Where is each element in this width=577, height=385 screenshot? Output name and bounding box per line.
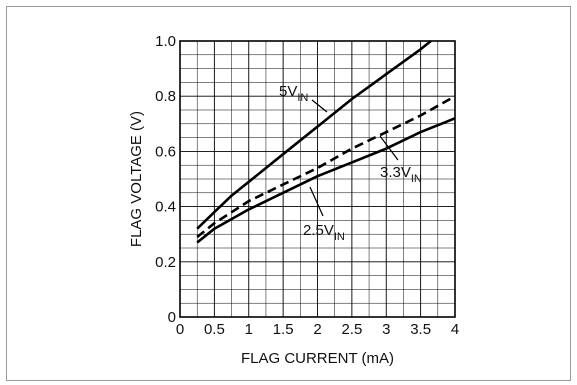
x-tick-label: 3 [382,321,390,338]
x-tick-label: 3.5 [410,321,431,338]
x-tick-label: 1.5 [273,321,294,338]
y-tick-labels: 0 0.2 0.4 0.6 0.8 1.0 [155,33,176,326]
series-label-3v3: 3.3VIN [380,164,422,185]
x-tick-label: 0 [176,321,184,338]
series-labels: 5VIN 3.3VIN 2.5VIN [279,83,422,243]
y-tick-label: 1.0 [155,33,176,50]
series-label-leader [379,135,399,161]
x-tick-label: 2 [313,321,321,338]
y-tick-label: 0.2 [155,254,176,271]
series-label-leader [309,186,324,217]
y-tick-label: 0 [168,309,176,326]
y-axis-label: FLAG VOLTAGE (V) [128,111,145,247]
grid [180,41,455,317]
plot-border [179,40,456,318]
x-tick-labels: 0 0.5 1 1.5 2 2.5 3 3.5 4 [176,321,459,338]
series-line-2v5 [196,117,456,244]
chart-frame [6,6,571,381]
y-tick-label: 0.4 [155,199,176,216]
series-lines [196,39,456,244]
x-tick-label: 0.5 [204,321,225,338]
series-label-5v: 5VIN [279,83,308,104]
x-tick-label: 1 [245,321,253,338]
y-tick-label: 0.6 [155,143,176,160]
series-label-leader [311,99,328,113]
series-line-5v [196,39,432,230]
y-tick-label: 0.8 [155,88,176,105]
series-line-3v3 [196,95,456,239]
x-axis-label: FLAG CURRENT (mA) [241,350,394,367]
x-tick-label: 2.5 [341,321,362,338]
x-tick-label: 4 [451,321,459,338]
series-label-2v5: 2.5VIN [303,222,345,243]
